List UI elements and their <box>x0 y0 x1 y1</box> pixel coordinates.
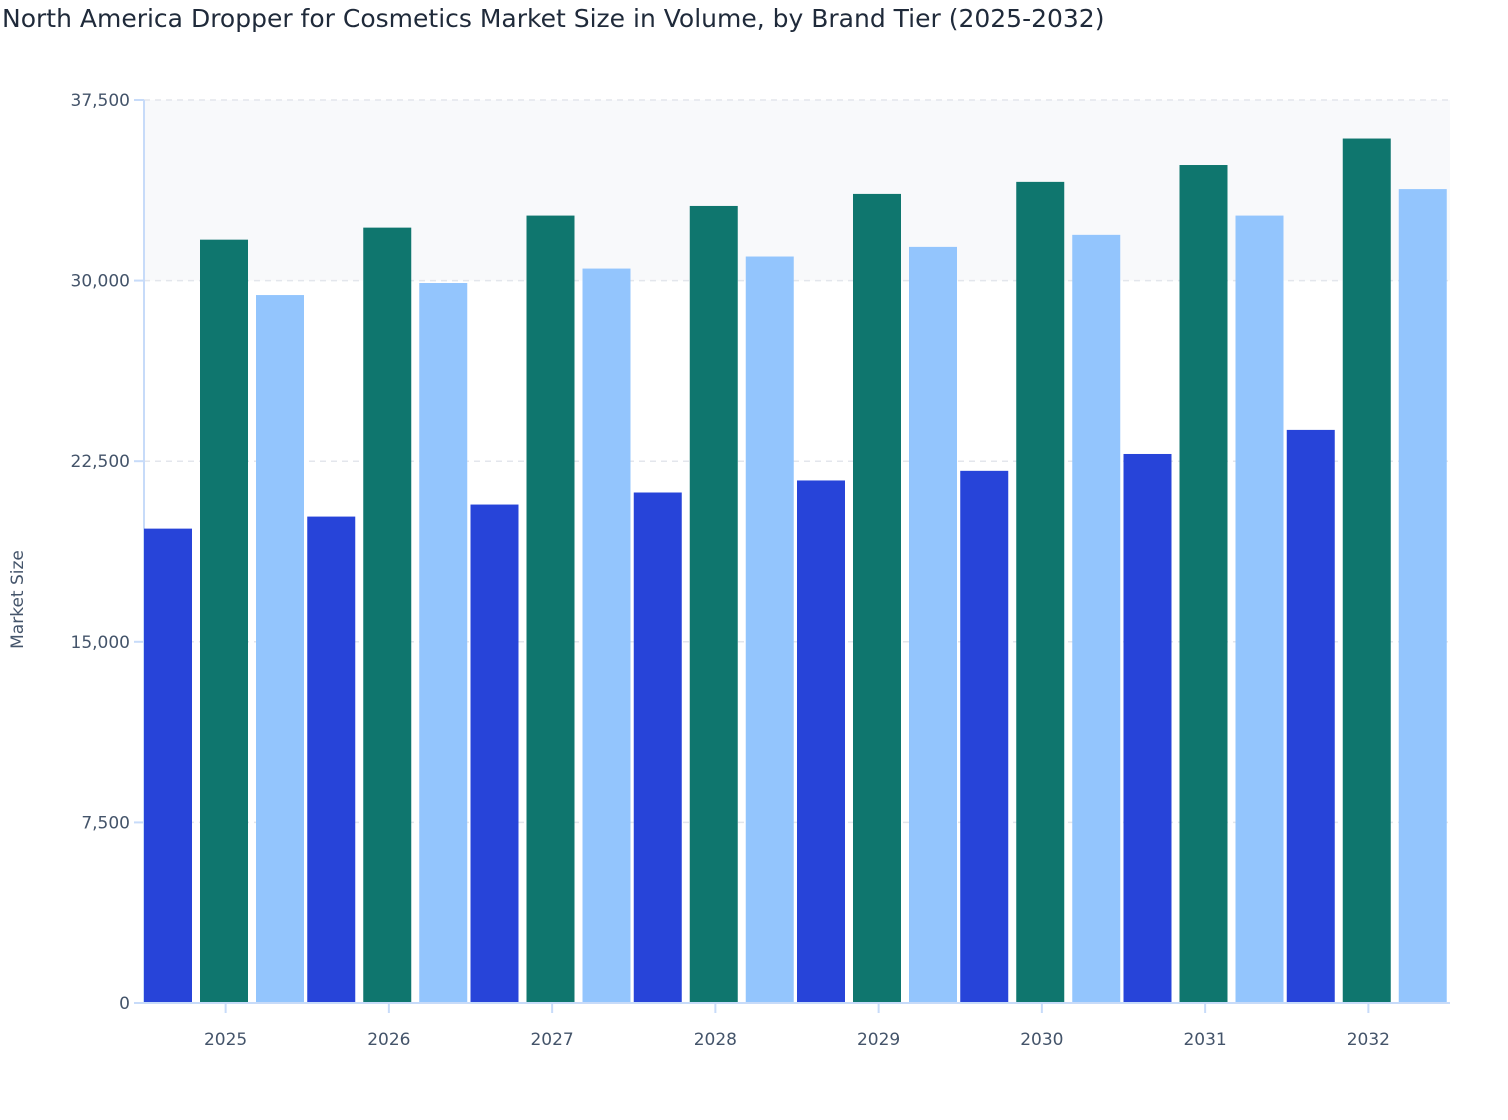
bar-2031-series-1 <box>1123 453 1172 1003</box>
bar-2027-series-2 <box>526 215 575 1004</box>
bar-2025-series-1 <box>144 528 192 1003</box>
bar-2029-series-3 <box>909 246 957 1003</box>
chart-title: North America Dropper for Cosmetics Mark… <box>2 4 1105 33</box>
y-tick-label: 7,500 <box>81 813 130 833</box>
bar-2031-series-3 <box>1235 215 1284 1004</box>
bar-2027-series-3 <box>582 268 631 1003</box>
bar-2032-series-2 <box>1342 138 1391 1003</box>
x-tick-label: 2025 <box>204 1030 247 1050</box>
bar-2025-series-3 <box>256 295 304 1004</box>
x-tick-label: 2028 <box>694 1030 737 1050</box>
bar-2029-series-1 <box>797 480 845 1003</box>
x-tick-label: 2032 <box>1347 1030 1390 1050</box>
bar-2027-series-1 <box>470 504 519 1003</box>
bar-2032-series-3 <box>1398 189 1447 1003</box>
bar-2028-series-3 <box>745 256 794 1003</box>
y-tick-label: 0 <box>119 994 130 1014</box>
y-tick-label: 37,500 <box>71 91 130 111</box>
bar-2030-series-2 <box>1016 181 1065 1003</box>
bar-2028-series-1 <box>633 492 682 1003</box>
bar-2030-series-1 <box>960 470 1009 1003</box>
x-tick-label: 2027 <box>530 1030 573 1050</box>
y-tick-label: 22,500 <box>71 452 130 472</box>
x-tick-label: 2026 <box>367 1030 410 1050</box>
y-tick-label: 15,000 <box>71 633 130 653</box>
x-tick-label: 2029 <box>857 1030 900 1050</box>
bar-2032-series-1 <box>1286 429 1335 1003</box>
bar-2025-series-2 <box>200 239 248 1003</box>
bar-2029-series-2 <box>853 193 901 1004</box>
bar-2026-series-2 <box>363 227 412 1003</box>
y-tick-label: 30,000 <box>71 272 130 292</box>
y-axis-label: Market Size <box>8 550 28 649</box>
plot-band <box>144 100 1450 281</box>
bar-2028-series-2 <box>689 205 738 1003</box>
bar-2031-series-2 <box>1179 165 1228 1004</box>
x-tick-label: 2031 <box>1183 1030 1226 1050</box>
x-tick-label: 2030 <box>1020 1030 1063 1050</box>
bar-2030-series-3 <box>1072 234 1121 1003</box>
bar-2026-series-1 <box>307 516 356 1003</box>
bar-2026-series-3 <box>419 283 468 1003</box>
